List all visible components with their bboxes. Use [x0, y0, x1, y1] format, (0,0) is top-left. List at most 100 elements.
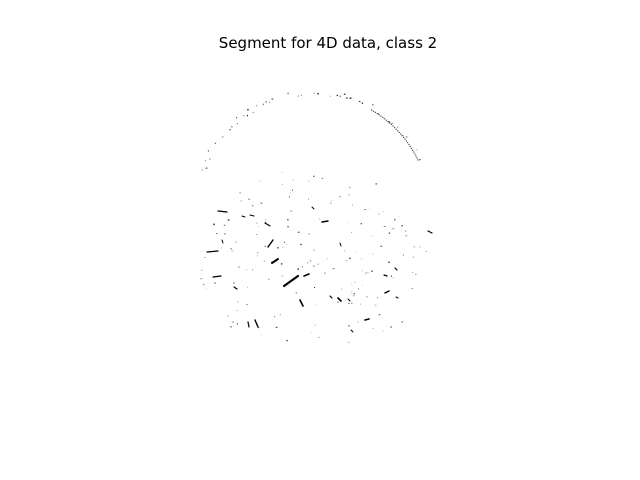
mask-pixel: [264, 245, 266, 248]
mask-pixel: [358, 100, 361, 102]
mask-pixel: [205, 160, 206, 162]
mask-streak: [282, 274, 300, 288]
mask-pixel: [263, 260, 266, 262]
mask-pixel: [337, 301, 339, 303]
mask-pixel: [201, 169, 203, 171]
mask-pixel: [353, 295, 355, 297]
mask-pixel: [364, 209, 366, 210]
mask-pixel: [300, 243, 302, 246]
mask-pixel: [365, 272, 367, 275]
mask-pixel: [336, 94, 338, 96]
mask-pixel: [312, 265, 315, 267]
mask-pixel: [419, 246, 421, 248]
mask-pixel: [372, 328, 374, 329]
mask-pixel: [236, 123, 238, 125]
mask-pixel: [286, 339, 288, 342]
mask-pixel: [344, 250, 346, 252]
mask-pixel: [295, 292, 297, 294]
mask-pixel: [401, 225, 404, 227]
mask-pixel: [415, 155, 417, 157]
mask-pixel: [419, 159, 421, 161]
mask-pixel: [308, 233, 311, 235]
mask-pixel: [236, 310, 239, 311]
mask-pixel: [311, 332, 312, 334]
mask-pixel: [238, 266, 240, 268]
mask-streak: [364, 318, 370, 321]
mask-streak: [311, 206, 315, 210]
mask-pixel: [236, 117, 238, 119]
mask-pixel: [385, 119, 387, 121]
mask-pixel: [391, 122, 394, 124]
mask-pixel: [401, 135, 403, 137]
mask-pixel: [349, 293, 351, 295]
mask-pixel: [216, 233, 218, 234]
mask-pixel: [279, 314, 281, 316]
mask-streak: [249, 214, 255, 217]
mask-pixel: [412, 271, 414, 274]
mask-pixel: [378, 314, 381, 316]
mask-pixel: [346, 97, 348, 99]
mask-pixel: [412, 149, 414, 151]
mask-pixel: [239, 192, 241, 194]
mask-pixel: [256, 255, 259, 257]
mask-pixel: [351, 302, 353, 304]
mask-pixel: [394, 127, 396, 129]
mask-pixel: [351, 232, 353, 233]
mask-pixel: [390, 275, 392, 277]
mask-pixel: [348, 194, 350, 196]
mask-pixel: [313, 249, 315, 251]
mask-pixel: [354, 281, 356, 283]
mask-pixel: [348, 302, 350, 304]
mask-pixel: [257, 327, 260, 329]
mask-pixel: [398, 216, 400, 218]
mask-pixel: [205, 167, 208, 169]
mask-pixel: [264, 219, 267, 220]
mask-pixel: [390, 326, 392, 328]
mask-pixel: [236, 323, 238, 325]
mask-pixel: [360, 303, 361, 305]
mask-streak: [337, 297, 342, 302]
mask-pixel: [317, 263, 319, 265]
mask-pixel: [361, 284, 363, 286]
mask-pixel: [297, 231, 300, 233]
mask-pixel: [405, 230, 407, 232]
mask-pixel: [314, 324, 316, 326]
mask-pixel: [383, 118, 386, 120]
mask-pixel: [248, 198, 251, 200]
mask-pixel: [372, 110, 375, 112]
mask-pixel: [348, 186, 351, 189]
mask-streak: [221, 239, 224, 244]
mask-pixel: [259, 180, 261, 182]
mask-pixel: [397, 126, 398, 128]
mask-pixel: [321, 178, 324, 179]
mask-pixel: [351, 283, 352, 285]
mask-pixel: [247, 109, 249, 111]
mask-streak: [206, 250, 219, 253]
mask-pixel: [416, 149, 418, 151]
mask-pixel: [388, 121, 391, 123]
mask-pixel: [415, 274, 417, 275]
mask-pixel: [205, 288, 208, 290]
mask-pixel: [287, 219, 289, 221]
mask-streak: [212, 275, 222, 278]
mask-pixel: [374, 111, 376, 113]
mask-pixel: [256, 234, 258, 235]
mask-pixel: [284, 241, 285, 243]
mask-pixel: [246, 114, 248, 117]
mask-pixel: [271, 98, 274, 100]
mask-pixel: [290, 192, 291, 194]
mask-pixel: [383, 226, 386, 227]
mask-pixel: [382, 330, 384, 332]
mask-pixel: [230, 126, 233, 128]
mask-pixel: [382, 211, 385, 213]
mask-pixel: [297, 95, 299, 97]
mask-pixel: [374, 304, 377, 306]
mask-pixel: [349, 97, 352, 99]
mask-pixel: [349, 257, 351, 260]
mask-pixel: [345, 260, 348, 261]
mask-pixel: [246, 304, 248, 306]
mask-pixel: [262, 103, 264, 106]
mask-pixel: [371, 270, 373, 272]
mask-streak: [395, 296, 399, 299]
mask-pixel: [286, 244, 288, 245]
